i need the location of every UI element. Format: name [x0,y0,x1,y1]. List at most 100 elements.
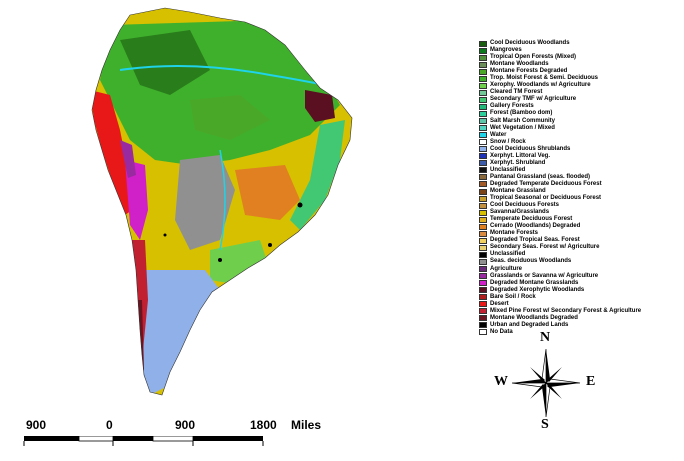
legend-swatch [479,146,487,153]
legend-swatch [479,132,487,139]
legend-swatch [479,103,487,110]
legend-swatch [479,167,487,174]
legend-item: Savanna/Grasslands [479,209,684,216]
legend-label: Cerrado (Woodlands) Degraded [490,223,581,230]
legend-label: Degraded Tropical Seas. Forest [490,237,580,244]
south-america-land-cover-map [70,0,370,410]
legend-swatch [479,202,487,209]
legend-label: Montane Forests Degraded [490,68,568,75]
legend-item: Xerophy. Woodlands w/ Agriculture [479,82,684,89]
legend-swatch [479,315,487,322]
legend-swatch [479,188,487,195]
legend-item: Desert [479,301,684,308]
legend-item: Degraded Xerophytic Woodlands [479,287,684,294]
legend-label: Cool Deciduous Forests [490,202,560,209]
legend-swatch [479,153,487,160]
legend-item: Montane Woodlands Degraded [479,315,684,322]
legend-label: Mixed Pine Forest w/ Secondary Forest & … [490,307,642,314]
legend-swatch [479,174,487,181]
legend-item: Unclassified [479,251,684,258]
legend-swatch [479,75,487,82]
legend-item: Degraded Montane Grasslands [479,280,684,287]
legend-swatch [479,110,487,117]
legend-swatch [479,61,487,68]
legend-label: Montane Woodlands Degraded [490,314,578,321]
compass-n: N [540,330,551,345]
compass-e: E [586,374,596,389]
legend-swatch [479,118,487,125]
legend-label: Xerphyt. Littoral Veg. [490,152,551,159]
scale-unit-label: Miles [291,418,322,432]
scale-label-0: 0 [106,418,113,432]
legend-swatch [479,266,487,273]
legend-label: Unclassified [490,251,526,258]
legend-swatch [479,251,487,258]
legend-item: Wet Vegetation / Mixed [479,125,684,132]
legend-label: Water [490,131,507,138]
land-cover-legend: Cool Deciduous Woodlands Mangroves Tropica… [479,40,684,336]
legend-label: Agriculture [490,265,523,272]
land-cover-regions [92,8,352,395]
legend-item: Secondary TMF w/ Agriculture [479,96,684,103]
scale-bar: 900 0 900 1800 Miles [18,418,348,458]
legend-item: Gallery Forests [479,103,684,110]
legend-swatch [479,47,487,54]
legend-label: Salt Marsh Community [490,117,556,124]
legend-label: Urban and Degraded Lands [490,321,569,328]
legend-label: Unclassified [490,166,526,173]
legend-item: Mixed Pine Forest w/ Secondary Forest & … [479,308,684,315]
legend-swatch [479,82,487,89]
legend-label: Mangroves [490,47,522,54]
legend-label: Cool Deciduous Shrublands [490,145,571,152]
legend-item: Cool Deciduous Shrublands [479,146,684,153]
legend-label: Degraded Temperate Deciduous Forest [490,180,602,187]
legend-label: Montane Forests [490,230,539,237]
legend-label: Tropical Seasonal or Deciduous Forest [490,195,602,202]
legend-item: Secondary Seas. Forest w/ Agriculture [479,244,684,251]
legend-label: Xerphyt. Shrubland [490,159,546,166]
legend-swatch [479,89,487,96]
scale-label-900-right: 900 [175,418,196,432]
legend-item: Water [479,132,684,139]
legend-label: Secondary TMF w/ Agriculture [490,96,577,103]
legend-swatch [479,237,487,244]
compass-star-icon [511,348,581,418]
legend-swatch [479,160,487,167]
legend-item: Temperate Deciduous Forest [479,216,684,223]
legend-item: Salt Marsh Community [479,118,684,125]
legend-item: Xerphyt. Littoral Veg. [479,153,684,160]
legend-swatch [479,280,487,287]
legend-label: Montane Woodlands [490,61,549,68]
legend-swatch [479,287,487,294]
legend-item: Snow / Rock [479,139,684,146]
legend-label: Pantanal Grassland (seas. flooded) [490,173,591,180]
legend-label: Gallery Forests [490,103,534,110]
legend-label: No Data [490,328,513,335]
legend-swatch [479,294,487,301]
legend-item: Montane Forests Degraded [479,68,684,75]
compass-w: W [494,374,508,389]
compass-rose: N S W E [494,330,598,434]
legend-item: Forest (Bamboo dom) [479,110,684,117]
legend-swatch [479,329,487,336]
legend-item: Cool Deciduous Woodlands [479,40,684,47]
legend-item: Tropical Seasonal or Deciduous Forest [479,195,684,202]
legend-item: Cerrado (Woodlands) Degraded [479,223,684,230]
map-svg [91,7,353,396]
legend-swatch [479,216,487,223]
legend-item: Degraded Temperate Deciduous Forest [479,181,684,188]
legend-label: Grasslands or Savanna w/ Agriculture [490,272,599,279]
legend-item: Unclassified [479,167,684,174]
legend-item: Seas. deciduous Woodlands [479,258,684,265]
legend-label: Temperate Deciduous Forest [490,216,573,223]
legend-swatch [479,223,487,230]
legend-label: Cool Deciduous Woodlands [490,40,570,47]
legend-swatch [479,244,487,251]
legend-swatch [479,230,487,237]
legend-item: Bare Soil / Rock [479,294,684,301]
legend-item: Cleared TM Forest [479,89,684,96]
legend-item: Grasslands or Savanna w/ Agriculture [479,273,684,280]
legend-label: Desert [490,300,509,307]
legend-item: Mangroves [479,47,684,54]
legend-label: Wet Vegetation / Mixed [490,124,555,131]
